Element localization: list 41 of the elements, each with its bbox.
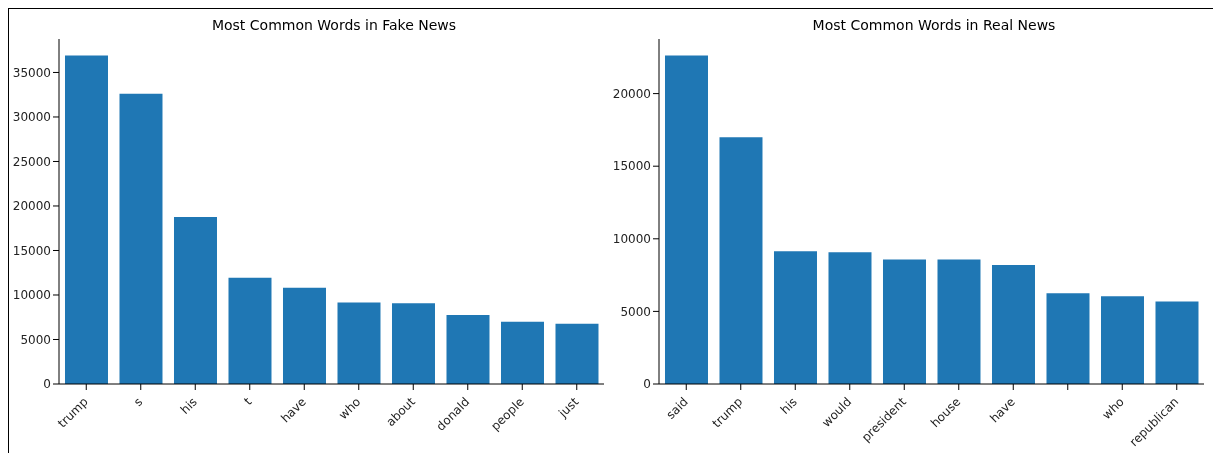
bar <box>1155 301 1199 384</box>
chart-title: Most Common Words in Fake News <box>210 17 458 33</box>
bar <box>283 287 326 384</box>
x-tick-label: his <box>177 394 200 417</box>
bar <box>719 137 763 384</box>
bar <box>174 217 217 384</box>
bar <box>446 315 490 384</box>
x-tick-label: s <box>131 394 146 410</box>
x-tick-label: who <box>335 394 364 423</box>
bar <box>65 55 108 384</box>
chart-title: Most Common Words in Real News <box>811 17 1057 33</box>
y-tick-label: 0 <box>43 377 51 392</box>
bar <box>228 277 272 384</box>
x-tick-label: his <box>777 394 800 417</box>
bar <box>555 323 599 384</box>
y-tick-label: 20000 <box>612 86 651 101</box>
bar <box>501 321 544 384</box>
bar <box>337 302 381 384</box>
y-tick-label: 10000 <box>612 232 651 247</box>
y-tick-label: 25000 <box>12 154 51 169</box>
bar <box>828 252 872 384</box>
bar <box>992 264 1035 384</box>
y-tick-label: 0 <box>643 377 651 392</box>
x-tick-label: t <box>241 394 255 408</box>
bar <box>665 55 708 384</box>
y-tick-label: 5000 <box>20 332 51 347</box>
y-tick-label: 35000 <box>12 65 51 80</box>
y-tick-label: 10000 <box>12 288 51 303</box>
bar <box>1100 296 1144 384</box>
bar <box>392 303 435 384</box>
x-tick-label: who <box>1099 394 1127 423</box>
y-tick-label: 30000 <box>12 110 51 125</box>
y-tick-label: 15000 <box>12 243 51 258</box>
bar <box>883 259 926 384</box>
bar <box>774 251 817 384</box>
bar <box>119 93 163 384</box>
y-tick-label: 5000 <box>620 304 651 319</box>
y-tick-label: 15000 <box>612 159 651 174</box>
bar <box>937 259 981 384</box>
y-tick-label: 20000 <box>12 199 51 214</box>
bar <box>1046 293 1090 384</box>
